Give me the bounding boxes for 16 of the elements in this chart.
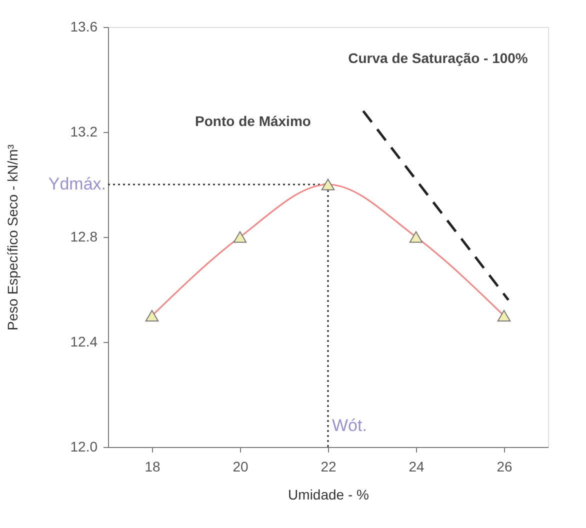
ref-line-label: Ydmáx. (48, 174, 106, 194)
y-tick-label: 12.0 (70, 438, 98, 454)
x-axis-title: Umidade - % (288, 486, 369, 502)
y-tick-label: 12.8 (70, 228, 98, 244)
annotation: Curva de Saturação - 100% (348, 50, 528, 66)
x-tick-label: 20 (232, 458, 248, 474)
x-tick-label: 22 (320, 458, 336, 474)
x-tick-label: 24 (408, 458, 424, 474)
annotation: Ponto de Máximo (195, 113, 311, 129)
y-tick-label: 12.4 (70, 334, 98, 350)
y-tick-label: 13.6 (70, 18, 98, 34)
ref-line-label: Wót. (332, 416, 367, 435)
x-tick-label: 26 (496, 458, 512, 474)
y-tick-label: 13.2 (70, 124, 98, 140)
y-axis-title: Peso Específico Seco - kN/m³ (4, 144, 20, 330)
x-tick-label: 18 (144, 458, 160, 474)
